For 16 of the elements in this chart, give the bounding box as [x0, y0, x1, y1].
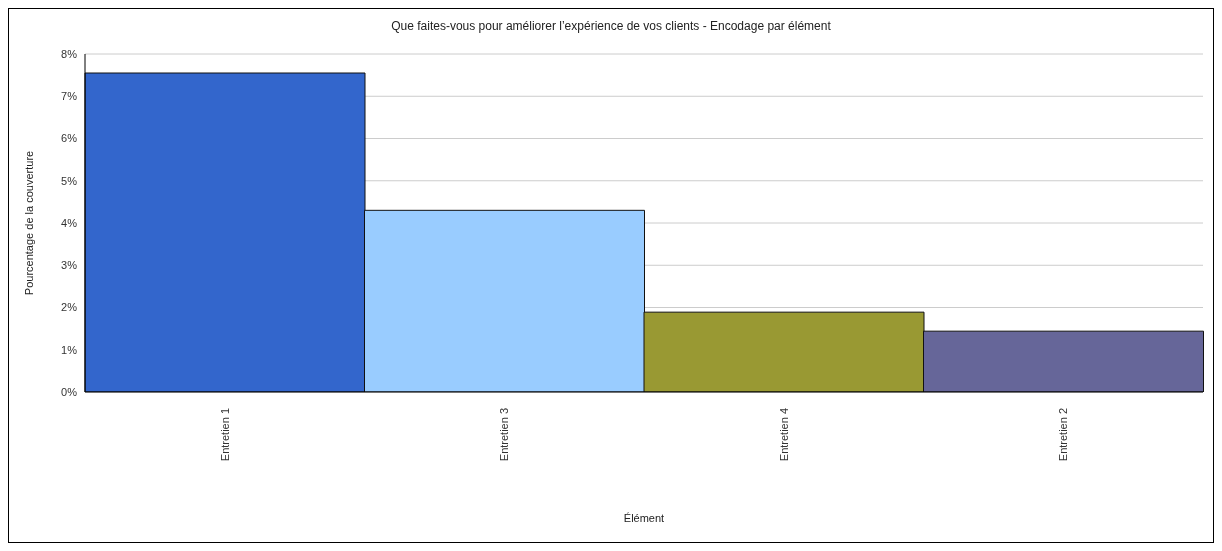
y-tick-label: 5% [61, 174, 78, 187]
y-tick-label: 0% [61, 385, 78, 398]
y-tick-label: 1% [61, 343, 78, 356]
y-tick-label: 4% [61, 216, 78, 229]
y-tick-label: 8% [61, 47, 78, 60]
y-tick-label: 6% [61, 132, 78, 145]
y-tick-label: 7% [61, 90, 78, 103]
x-axis-title: Élément [623, 512, 665, 524]
x-tick-label: Entretien 1 [218, 408, 231, 462]
x-tick-label: Entretien 2 [1057, 408, 1070, 462]
chart-title: Que faites-vous pour améliorer l’expérience de vos clients - Encodage par élément [390, 19, 832, 33]
y-tick-label: 3% [61, 259, 78, 272]
y-tick-label: 2% [61, 301, 78, 314]
x-tick-label: Entretien 4 [777, 408, 790, 462]
y-axis-title: Pourcentage de la couverture [22, 150, 35, 296]
x-tick-label: Entretien 3 [498, 408, 511, 462]
